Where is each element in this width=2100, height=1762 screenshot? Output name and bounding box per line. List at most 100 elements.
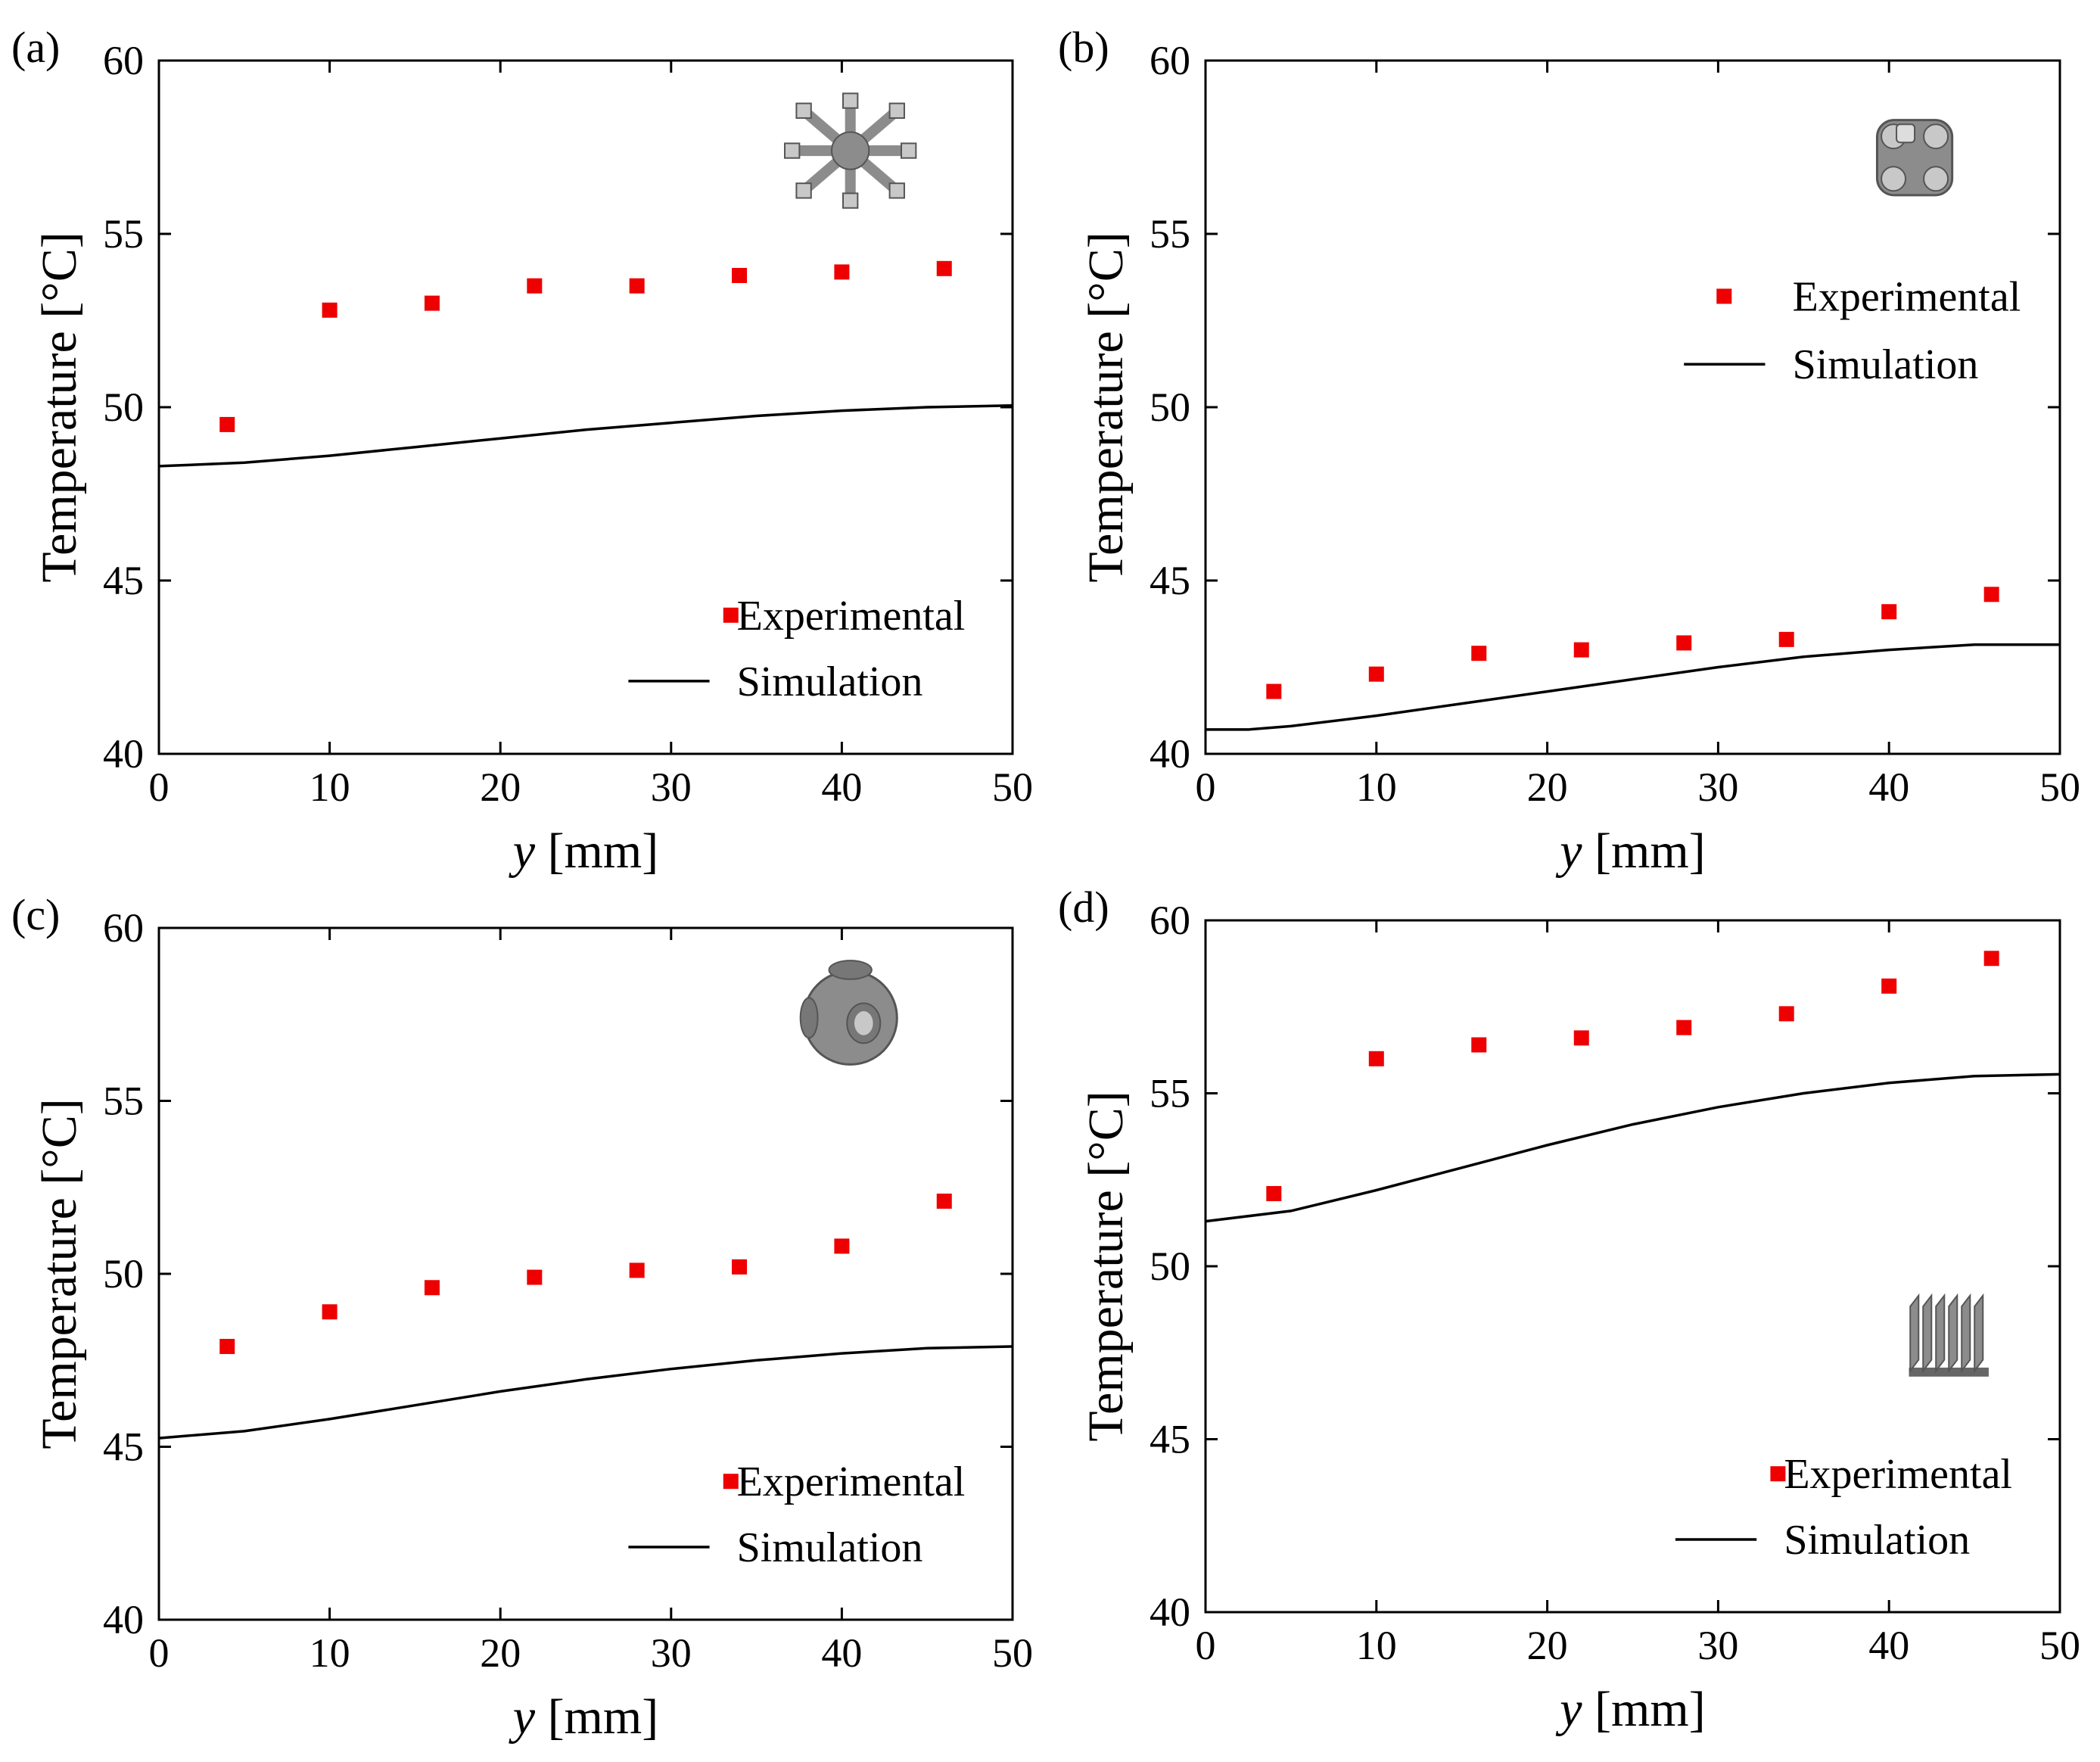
plot-frame [1204,919,2061,1614]
x-axis-variable: y [509,1689,536,1745]
experimental-data-point [732,267,748,283]
experimental-data-point [424,1280,440,1296]
icon-fin [1935,1293,1946,1374]
legend-marker-experimental [1716,288,1732,304]
icon-node [842,192,859,209]
icon-node [784,142,801,159]
experimental-data-point [322,302,338,318]
x-tick-label: 20 [480,1630,521,1676]
x-axis-label: y [mm] [1555,823,1705,879]
icon-node [842,92,859,109]
y-tick-label: 45 [103,1424,144,1470]
chart-panel-d: 0 10 20 30 40 50 40 45 50 55 60 y [mm] Temperature [… [1058,883,2080,1737]
experimental-data-point [834,1238,850,1254]
experimental-data-point [1983,587,1999,602]
y-tick-label: 55 [103,1079,144,1124]
x-tick-label: 0 [149,764,170,810]
legend-label-simulation: Simulation [1793,341,1979,388]
y-tick-label: 60 [1150,38,1190,83]
chart-panel-b: 0 10 20 30 40 50 40 45 50 55 60 y [mm] Temperature [… [1058,23,2080,879]
simulation-series-line [1205,1072,2061,1223]
icon-port-inner [854,1011,873,1035]
plate-fin-heat-sink-icon [1909,1293,1989,1377]
experimental-data-point [527,1269,543,1285]
experimental-data-point [1881,604,1897,620]
x-tick-label: 40 [821,1630,862,1676]
legend-label-experimental: Experimental [737,1458,966,1505]
y-tick-label: 60 [103,38,144,83]
x-tick-label: 10 [1356,764,1397,810]
y-tick-label: 45 [1150,1417,1190,1462]
legend-label-simulation: Simulation [737,1524,923,1571]
legend: Experimental Simulation [1684,273,2021,388]
legend-label-experimental: Experimental [1793,273,2021,320]
tpms-lattice-icon [1875,119,1954,197]
y-tick-label: 55 [103,211,144,257]
icon-cell [1881,166,1907,192]
experimental-data-point [219,1338,235,1354]
icon-fin [1922,1293,1933,1374]
x-axis-unit: [mm] [535,823,658,879]
experimental-data-point [1368,1051,1384,1066]
icon-node [795,102,812,119]
simulation-series-line [158,1345,1013,1440]
x-axis-unit: [mm] [535,1689,658,1745]
y-tick-label: 50 [103,1251,144,1297]
experimental-data-point [1266,683,1282,699]
y-tick-label: 55 [1150,211,1190,257]
icon-fin [1974,1293,1984,1374]
x-axis-variable: y [1555,823,1582,879]
gyroid-strut-lattice-icon [784,92,917,209]
y-tick-label: 40 [1150,731,1190,777]
x-axis-unit: [mm] [1582,1682,1706,1737]
experimental-data-point [1471,646,1487,662]
experimental-data-point [936,260,952,276]
y-tick-label: 40 [1150,1589,1190,1635]
experimental-data-point [527,278,543,294]
icon-core [831,131,870,170]
x-axis-unit: [mm] [1582,823,1706,879]
legend-label-simulation: Simulation [737,658,923,705]
x-tick-label: 0 [1196,1623,1216,1668]
legend-marker-experimental [1770,1466,1786,1482]
experimental-data-point [1676,1020,1692,1035]
x-tick-label: 10 [310,764,350,810]
experimental-data-point [424,295,440,311]
x-tick-label: 40 [1868,764,1909,810]
chart-panel-a: 0 10 20 30 40 50 40 45 50 55 60 y [mm] Temperature [… [11,23,1033,879]
icon-cell [1923,166,1949,192]
x-tick-label: 50 [992,764,1033,810]
icon-fin [1909,1293,1920,1374]
panel-label: (c) [11,890,60,939]
experimental-data-point [1471,1037,1487,1053]
x-tick-label: 40 [1868,1623,1909,1668]
y-axis-label: Temperature [°C] [1078,1091,1134,1441]
icon-node [795,182,812,199]
schwarz-primitive-lattice-icon [799,960,898,1066]
legend: Experimental Simulation [628,593,965,705]
icon-fin [1961,1293,1971,1374]
legend-label-experimental: Experimental [1784,1451,2012,1498]
y-tick-label: 60 [103,905,144,951]
experimental-data-point [936,1194,952,1209]
y-tick-label: 50 [1150,384,1190,430]
experimental-data-point [1573,1030,1589,1046]
x-tick-label: 0 [1196,764,1216,810]
icon-opening [1896,123,1916,144]
experimental-data-point [629,1262,645,1278]
experimental-data-point [1676,635,1692,651]
y-axis-label: Temperature [°C] [32,1098,87,1449]
x-tick-label: 50 [2039,1623,2080,1668]
experimental-data-point [219,416,235,432]
y-axis-label: Temperature [°C] [32,232,87,582]
legend: Experimental Simulation [628,1458,965,1571]
icon-node [888,182,905,199]
icon-port-top [828,960,873,980]
x-axis-label: y [mm] [509,823,658,879]
x-axis-label: y [mm] [509,1689,658,1745]
x-axis-variable: y [1555,1682,1582,1737]
x-tick-label: 20 [1527,764,1568,810]
y-tick-label: 40 [103,731,144,777]
x-tick-label: 0 [149,1630,170,1676]
